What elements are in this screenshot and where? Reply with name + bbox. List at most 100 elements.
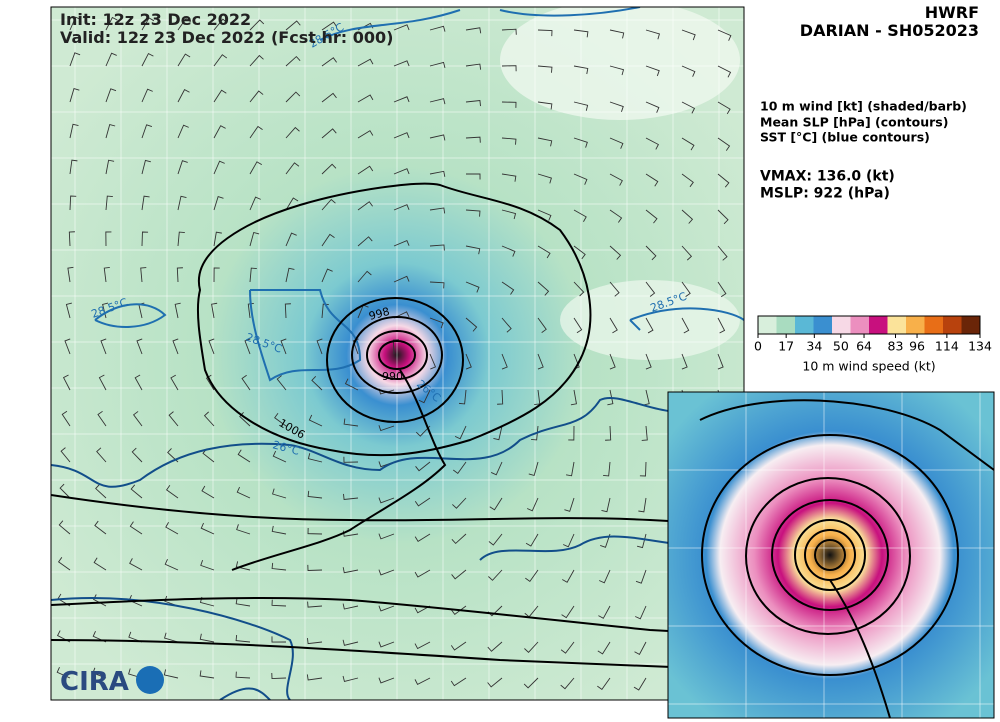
wind-barb — [285, 91, 301, 103]
colorbar-tick-label: 17 — [778, 339, 794, 354]
vmax: VMAX: 136.0 (kt) — [760, 169, 895, 185]
wind-barb — [177, 231, 185, 247]
wind-barb — [316, 338, 323, 355]
wind-barb — [465, 136, 481, 143]
inset-map — [668, 392, 994, 718]
wind-barb — [465, 245, 481, 255]
wind-barb — [321, 233, 335, 247]
wind-barb — [452, 497, 467, 509]
wind-barb — [200, 522, 215, 535]
wind-barb — [105, 16, 118, 31]
wind-barb — [459, 389, 467, 405]
wind-barb — [429, 353, 437, 370]
colorbar-tick-label: 114 — [935, 339, 959, 354]
wind-barb — [452, 461, 467, 474]
wind-barb — [717, 173, 730, 188]
wind-barb — [141, 231, 149, 247]
wind-barb — [643, 389, 650, 406]
wind-barb — [717, 317, 726, 334]
wind-barb — [172, 338, 179, 355]
storm-name: DARIAN - SH052023 — [800, 21, 979, 40]
wind-barb — [645, 65, 660, 77]
colorbar-tick-label: 96 — [909, 339, 925, 354]
wind-barb — [393, 275, 410, 283]
wind-barb — [645, 353, 652, 370]
wind-barb — [573, 137, 588, 148]
wind-barb — [414, 641, 431, 650]
wind-barb — [634, 641, 647, 655]
wind-barb — [609, 281, 620, 297]
wind-barb — [605, 425, 612, 441]
wind-barb — [249, 161, 263, 175]
wind-barb — [601, 497, 611, 513]
wind-barb — [69, 195, 77, 211]
wind-barb — [65, 302, 72, 319]
colorbar-swatch — [776, 316, 796, 334]
wind-barb — [357, 270, 372, 283]
wind-barb — [163, 669, 179, 679]
wind-barb — [342, 603, 359, 610]
wind-barb — [213, 89, 227, 103]
wind-barb — [573, 29, 589, 38]
wind-barb — [429, 244, 445, 251]
wind-barb — [465, 281, 480, 293]
wind-barb — [200, 559, 215, 571]
contour-label: 998 — [367, 305, 391, 323]
wind-barb — [414, 605, 431, 614]
wind-barb — [501, 65, 517, 72]
wind-barb — [213, 231, 222, 247]
wind-barb — [537, 353, 544, 370]
wind-barb — [271, 525, 287, 535]
wind-barb — [357, 94, 374, 103]
wind-barb — [165, 485, 179, 499]
wind-barb — [311, 375, 323, 391]
wind-barb — [105, 159, 115, 175]
colorbar-swatch — [758, 316, 777, 334]
wind-barb — [609, 317, 618, 334]
colorbar-swatch — [795, 316, 814, 334]
wind-barb — [488, 569, 503, 581]
wind-barb — [103, 266, 110, 283]
wind-barb — [64, 338, 71, 355]
wind-barb — [493, 425, 503, 441]
wind-barb — [141, 17, 155, 31]
model-name: HWRF — [925, 3, 979, 22]
wind-barb — [237, 449, 251, 463]
wind-barb — [528, 461, 539, 477]
wind-barb — [451, 533, 467, 545]
wind-barb — [537, 29, 553, 37]
wind-barb — [429, 134, 446, 141]
wind-barb — [69, 88, 80, 103]
colorbar-swatch — [869, 316, 888, 334]
wind-barb — [321, 268, 333, 283]
colorbar-swatch — [850, 316, 870, 334]
wind-barb — [321, 92, 337, 103]
wind-barb — [69, 16, 81, 31]
wind-barb — [163, 632, 179, 643]
contour-label: 990 — [382, 370, 403, 383]
wind-barb — [537, 281, 550, 296]
wind-barb — [501, 281, 515, 295]
wind-barb — [418, 389, 431, 404]
wind-barb — [342, 567, 359, 574]
wind-barb — [450, 641, 467, 651]
wind-barb — [607, 389, 614, 406]
wind-barb — [465, 209, 481, 217]
wind-barb — [213, 160, 225, 175]
wind-barb — [560, 641, 575, 654]
wind-barb — [501, 173, 517, 182]
wind-barb — [249, 231, 260, 247]
wind-barb — [141, 124, 153, 139]
wind-barb — [429, 317, 444, 329]
wind-barb — [609, 245, 622, 260]
wind-barb — [526, 497, 539, 512]
wind-barb — [213, 54, 228, 67]
wind-barb — [280, 338, 287, 355]
wind-barb — [633, 677, 647, 691]
wind-barb — [274, 412, 287, 427]
colorbar-swatch — [887, 316, 907, 334]
wind-barb — [321, 128, 337, 139]
wind-barb — [97, 410, 107, 427]
wind-barb — [414, 569, 431, 578]
wind-barb — [378, 677, 395, 684]
